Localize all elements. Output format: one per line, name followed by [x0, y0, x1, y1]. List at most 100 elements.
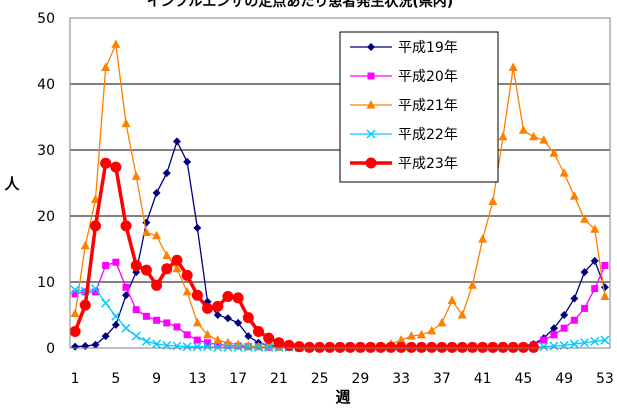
data-point: [172, 263, 182, 273]
data-point: [70, 308, 80, 318]
data-point: [193, 223, 202, 232]
data-point: [163, 319, 171, 327]
legend-entry: 平成22年: [350, 127, 458, 143]
x-tick-label: 41: [474, 371, 492, 387]
series-lines: [69, 39, 610, 353]
data-point: [213, 342, 223, 352]
data-point: [570, 294, 579, 303]
data-point: [375, 341, 387, 353]
data-point: [182, 342, 192, 352]
data-point: [141, 336, 151, 346]
data-point: [192, 342, 202, 352]
data-point: [100, 157, 112, 169]
data-point: [427, 325, 437, 335]
y-axis-label: 人: [4, 175, 20, 193]
data-point: [192, 317, 202, 327]
data-point: [141, 227, 151, 236]
data-point: [183, 331, 191, 339]
plot-area-frame: [69, 17, 611, 349]
data-point: [79, 299, 91, 311]
legend-label: 平成23年: [398, 156, 458, 172]
data-point: [497, 341, 509, 353]
data-point: [303, 341, 315, 353]
data-point: [590, 336, 600, 346]
y-tick-label: 10: [37, 275, 55, 291]
data-point: [600, 335, 610, 345]
data-point: [142, 312, 150, 320]
data-point: [90, 194, 100, 203]
x-tick-label: 1: [71, 371, 80, 387]
legend-entry: 平成23年: [350, 156, 458, 172]
data-point: [517, 341, 529, 353]
legend-box: [339, 31, 499, 183]
data-point: [540, 336, 548, 344]
data-point: [162, 250, 172, 260]
data-point: [234, 318, 243, 327]
data-point: [366, 100, 376, 109]
data-point: [580, 268, 589, 277]
data-point: [203, 342, 213, 352]
data-point: [396, 335, 406, 344]
data-point: [466, 341, 478, 353]
data-point: [233, 342, 243, 352]
data-point: [467, 280, 477, 289]
data-point: [81, 342, 90, 351]
data-point: [365, 157, 377, 169]
data-point: [293, 341, 305, 353]
data-point: [111, 39, 121, 48]
data-point: [417, 329, 427, 339]
data-point: [477, 341, 489, 353]
data-point: [354, 341, 366, 353]
data-point: [252, 326, 264, 337]
legend-entry: 平成19年: [350, 40, 458, 56]
data-point: [101, 298, 111, 308]
data-point: [283, 339, 295, 351]
data-point: [223, 314, 232, 323]
data-point: [344, 341, 356, 353]
legend-label: 平成22年: [398, 127, 458, 143]
data-point: [366, 129, 376, 139]
data-point: [71, 290, 79, 298]
data-point: [80, 240, 90, 250]
data-point: [529, 131, 539, 141]
series-平成23年: [69, 157, 540, 353]
data-point: [507, 341, 519, 353]
y-tick-label: 40: [37, 77, 55, 93]
data-point: [193, 336, 201, 344]
data-point: [590, 224, 600, 233]
series-平成20年: [71, 258, 609, 351]
data-point: [447, 295, 457, 304]
data-point: [140, 264, 152, 276]
data-point: [550, 331, 558, 339]
data-point: [232, 292, 244, 304]
data-point: [91, 288, 99, 296]
data-point: [591, 285, 599, 293]
x-tick-labels: 1 5 9 13 17 21 25 29 33 37 41 45 49 53: [71, 371, 614, 387]
data-point: [112, 258, 120, 266]
data-point: [569, 191, 579, 200]
data-point: [183, 157, 192, 166]
data-point: [324, 341, 336, 353]
data-point: [212, 300, 224, 312]
data-point: [130, 260, 142, 271]
data-point: [131, 171, 141, 180]
data-point: [264, 342, 274, 352]
data-point: [71, 342, 80, 351]
data-point: [600, 283, 609, 292]
series-line: [74, 261, 606, 348]
data-point: [456, 341, 468, 353]
legend-label: 平成21年: [398, 98, 458, 114]
data-point: [539, 342, 549, 352]
data-point: [560, 324, 568, 332]
data-point: [213, 311, 222, 319]
data-point: [560, 311, 569, 319]
x-tick-label: 49: [555, 371, 573, 387]
data-point: [89, 220, 101, 232]
legend-label: 平成19年: [398, 40, 458, 56]
x-tick-label: 13: [188, 371, 206, 387]
data-point: [334, 341, 346, 353]
x-axis-label: 週: [335, 388, 350, 406]
legend-label: 平成20年: [398, 69, 458, 85]
data-point: [367, 72, 375, 80]
data-point: [365, 341, 377, 353]
